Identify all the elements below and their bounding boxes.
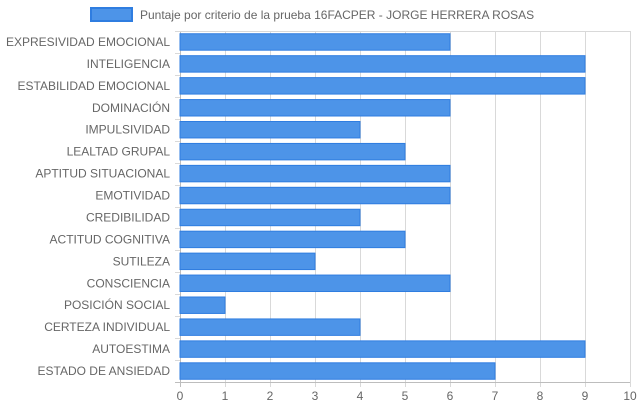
- category-label: POSICIÓN SOCIAL: [64, 297, 170, 312]
- bar-1: [179, 33, 451, 51]
- x-tick-label: 5: [402, 389, 409, 403]
- category-label: ESTABILIDAD EMOCIONAL: [18, 79, 171, 93]
- bar-16: [179, 362, 496, 380]
- category-label: SUTILEZA: [113, 254, 170, 268]
- bar-10: [179, 230, 406, 249]
- x-tick-label: 10: [623, 389, 637, 403]
- category-label: EMOTIVIDAD: [95, 189, 170, 203]
- bar-5: [179, 120, 361, 139]
- category-label: CERTEZA INDIVIDUAL: [44, 320, 170, 334]
- category-label: INTELIGENCIA: [87, 57, 170, 71]
- legend[interactable]: Puntaje por criterio de la prueba 16FACP…: [90, 7, 534, 22]
- bar-13: [179, 296, 226, 314]
- category-label: EXPRESIVIDAD EMOCIONAL: [6, 35, 170, 49]
- x-tick-label: 2: [267, 389, 274, 403]
- bar-6: [179, 142, 406, 161]
- category-labels: EXPRESIVIDAD EMOCIONAL INTELIGENCIA ESTABI…: [6, 35, 170, 378]
- bar-3: [179, 77, 586, 95]
- bar-11: [179, 252, 316, 271]
- bar-9: [179, 208, 361, 227]
- category-label: LEALTAD GRUPAL: [67, 145, 171, 159]
- category-label: DOMINACIÓN: [92, 100, 170, 115]
- category-label: ESTADO DE ANSIEDAD: [38, 364, 171, 378]
- x-tick-label: 7: [492, 389, 499, 403]
- bar-15: [179, 340, 586, 358]
- bar-4: [179, 99, 451, 117]
- bar-2: [179, 55, 586, 73]
- x-tick-label: 9: [582, 389, 589, 403]
- x-tick-label: 6: [447, 389, 454, 403]
- x-tick-label: 3: [312, 389, 319, 403]
- category-label: CONSCIENCIA: [87, 276, 170, 290]
- bar-8: [179, 186, 451, 205]
- x-tick-label: 1: [222, 389, 229, 403]
- legend-label: Puntaje por criterio de la prueba 16FACP…: [140, 8, 534, 22]
- bars: [179, 33, 586, 380]
- bar-12: [179, 274, 451, 293]
- category-label: APTITUD SITUACIONAL: [35, 167, 170, 181]
- legend-swatch: [90, 7, 133, 22]
- category-label: CREDIBILIDAD: [86, 210, 170, 224]
- category-label: ACTITUD COGNITIVA: [50, 232, 170, 246]
- x-tick-label: 4: [357, 389, 364, 403]
- x-axis-tick-labels: 0 1 2 3 4 5 6 7 8 9 10: [177, 389, 637, 403]
- x-tick-label: 8: [537, 389, 544, 403]
- category-label: IMPULSIVIDAD: [85, 123, 170, 137]
- bar-14: [179, 318, 361, 336]
- x-tick-label: 0: [177, 389, 184, 403]
- bar-7: [179, 164, 451, 183]
- category-label: AUTOESTIMA: [92, 342, 170, 356]
